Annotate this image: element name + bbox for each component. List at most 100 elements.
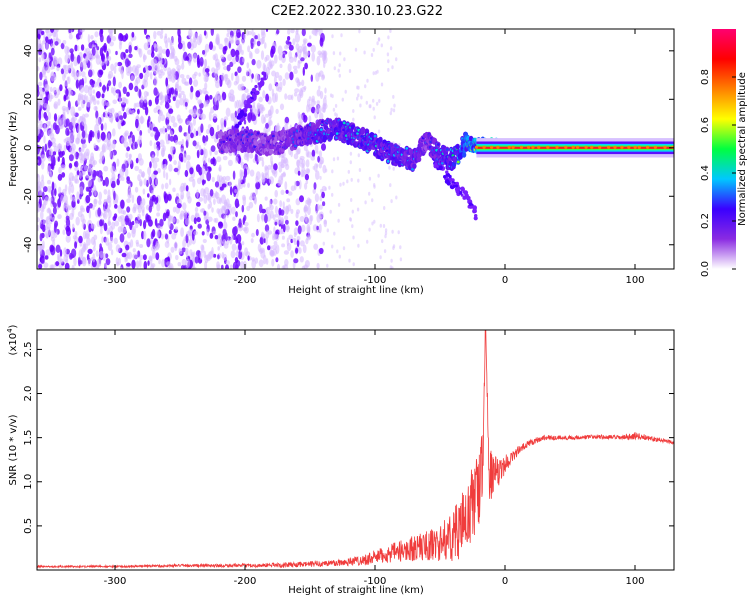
ridge-core: [360, 135, 364, 138]
noise-speck: [103, 165, 109, 172]
noise-speck: [156, 203, 161, 212]
descending-branch-point: [448, 174, 452, 179]
noise-speck: [316, 55, 321, 66]
noise-speck: [307, 42, 312, 47]
noise-speck: [331, 244, 334, 249]
noise-speck: [196, 189, 199, 199]
noise-speck: [182, 93, 187, 104]
noise-speck: [115, 244, 121, 253]
noise-speck: [138, 48, 143, 58]
noise-speck: [58, 186, 62, 194]
noise-speck: [100, 131, 106, 141]
noise-speck: [247, 255, 250, 261]
noise-speck: [60, 164, 66, 170]
noise-speck: [54, 223, 58, 229]
noise-speck: [118, 81, 122, 89]
noise-speck: [239, 169, 243, 179]
heatmap-cells: [37, 29, 674, 269]
noise-speck: [395, 195, 398, 200]
noise-speck: [233, 225, 238, 235]
noise-speck: [127, 232, 131, 239]
noise-speck: [38, 263, 43, 269]
noise-speck: [203, 250, 207, 258]
noise-speck: [250, 42, 254, 49]
noise-speck: [50, 47, 55, 56]
noise-speck: [352, 262, 355, 267]
noise-speck: [167, 218, 171, 228]
noise-speck: [40, 223, 44, 230]
noise-speck: [64, 184, 68, 192]
noise-speck: [113, 237, 118, 245]
noise-speck: [158, 74, 163, 79]
noise-speck: [222, 176, 227, 181]
noise-speck: [163, 169, 166, 179]
noise-speck: [216, 40, 220, 46]
noise-speck: [178, 85, 182, 93]
noise-speck: [48, 149, 53, 156]
x-tick-label: 100: [625, 275, 644, 286]
noise-speck: [162, 212, 167, 222]
ridge-point: [412, 163, 417, 169]
noise-speck: [193, 32, 198, 41]
noise-speck: [300, 169, 304, 178]
noise-speck: [227, 159, 233, 167]
noise-speck: [196, 177, 202, 185]
noise-speck: [336, 249, 339, 254]
noise-speck: [42, 203, 45, 213]
x-tick-label: -300: [104, 576, 127, 587]
noise-speck: [196, 35, 202, 46]
noise-speck: [307, 198, 311, 207]
colorbar: 0.0 0.2 0.4 0.6 0.8 Normalized spectral ampl…: [700, 29, 748, 277]
noise-speck: [99, 34, 104, 43]
noise-speck: [331, 34, 334, 39]
noise-speck: [274, 205, 278, 214]
noise-speck: [312, 224, 318, 232]
noise-speck: [121, 99, 126, 105]
noise-speck: [76, 54, 81, 64]
noise-speck: [268, 109, 272, 117]
noise-speck: [177, 165, 181, 171]
noise-speck: [80, 44, 85, 51]
noise-speck: [44, 115, 49, 122]
noise-speck: [284, 116, 290, 124]
colorbar-tick-label: 0.2: [700, 213, 711, 229]
noise-speck: [101, 236, 104, 244]
noise-speck: [237, 84, 243, 91]
noise-speck: [216, 156, 222, 163]
noise-speck: [146, 238, 151, 248]
noise-speck: [43, 135, 46, 144]
noise-speck: [372, 98, 375, 103]
noise-speck: [101, 98, 107, 107]
noise-speck: [74, 160, 79, 168]
noise-speck: [155, 177, 158, 186]
noise-speck: [183, 209, 188, 220]
noise-speck: [98, 69, 104, 76]
noise-speck: [92, 246, 96, 252]
noise-speck: [92, 89, 96, 94]
noise-speck: [260, 233, 266, 239]
noise-speck: [246, 62, 250, 69]
noise-speck: [251, 105, 256, 114]
noise-speck: [258, 96, 263, 103]
noise-speck: [257, 155, 261, 163]
noise-speck: [193, 79, 199, 87]
noise-speck: [135, 260, 140, 269]
noise-speck: [225, 232, 228, 242]
noise-speck: [56, 66, 60, 72]
noise-speck: [299, 155, 305, 161]
noise-speck: [146, 214, 151, 222]
noise-speck: [278, 207, 282, 216]
noise-speck: [119, 233, 125, 243]
noise-speck: [309, 215, 313, 226]
noise-speck: [186, 154, 191, 161]
noise-speck: [113, 190, 116, 201]
noise-speck: [342, 246, 346, 251]
noise-speck: [125, 244, 130, 251]
noise-speck: [162, 126, 166, 135]
noise-speck: [315, 210, 318, 215]
noise-speck: [67, 76, 71, 85]
noise-speck: [170, 146, 175, 151]
noise-speck: [240, 49, 244, 55]
noise-speck: [59, 84, 63, 92]
noise-speck: [97, 258, 102, 267]
